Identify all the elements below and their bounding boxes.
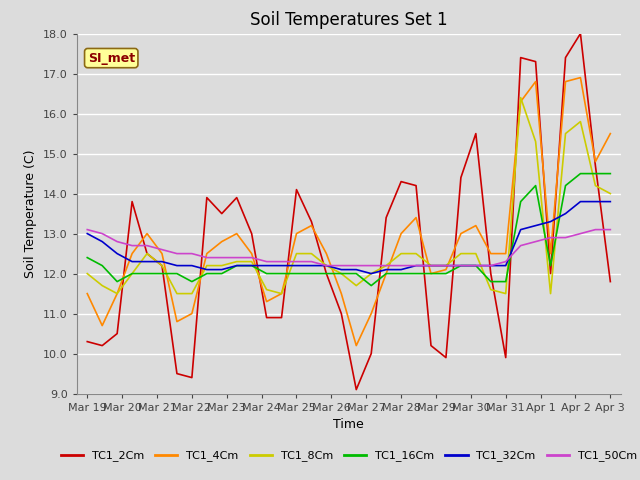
Y-axis label: Soil Temperature (C): Soil Temperature (C): [24, 149, 38, 278]
Title: Soil Temperatures Set 1: Soil Temperatures Set 1: [250, 11, 447, 29]
X-axis label: Time: Time: [333, 418, 364, 431]
Text: SI_met: SI_met: [88, 51, 135, 65]
Legend: TC1_2Cm, TC1_4Cm, TC1_8Cm, TC1_16Cm, TC1_32Cm, TC1_50Cm: TC1_2Cm, TC1_4Cm, TC1_8Cm, TC1_16Cm, TC1…: [56, 446, 640, 466]
